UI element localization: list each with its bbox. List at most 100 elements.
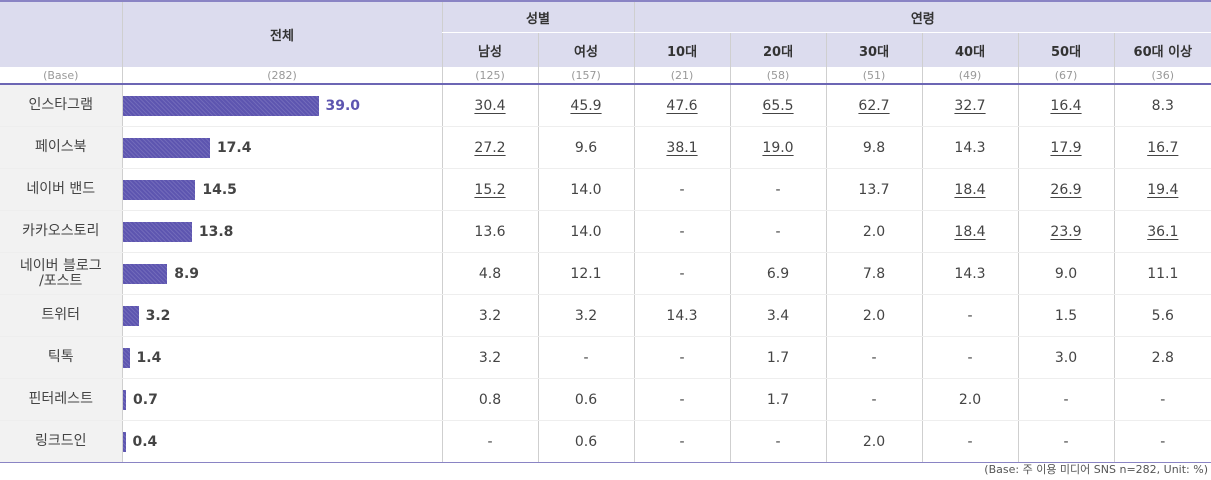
cell-value: 13.7 <box>858 181 890 198</box>
significant-value: 19.4 <box>1147 181 1179 198</box>
significant-value: 19.0 <box>762 139 794 156</box>
base-value-6: (67) <box>1017 67 1115 85</box>
value-cell: 62.7 <box>825 84 923 127</box>
total-bar-cell: 0.7 <box>121 378 442 421</box>
cell-value: 14.3 <box>954 139 986 156</box>
header-total: 전체 <box>121 0 442 67</box>
total-bar-cell: 39.0 <box>121 84 442 127</box>
total-bar <box>122 305 139 326</box>
value-cell: - <box>1017 378 1115 421</box>
value-cell: - <box>633 420 731 463</box>
total-bar-value: 0.4 <box>132 433 158 450</box>
value-cell: - <box>633 336 731 379</box>
value-cell: - <box>921 294 1019 337</box>
cell-value: 2.0 <box>862 307 886 324</box>
cell-value: 2.0 <box>862 223 886 240</box>
base-value-7: (36) <box>1113 67 1211 85</box>
cell-value: 14.0 <box>570 181 602 198</box>
base-value-3: (58) <box>729 67 827 85</box>
value-cell: - <box>921 336 1019 379</box>
header-col-2: 10대 <box>633 32 731 67</box>
value-cell: 14.0 <box>537 168 635 211</box>
value-cell: - <box>633 210 731 253</box>
value-cell: 19.4 <box>1113 168 1211 211</box>
value-cell: 16.4 <box>1017 84 1115 127</box>
total-bar-value: 8.9 <box>174 265 200 282</box>
cell-value: - <box>871 391 877 408</box>
value-cell: 13.7 <box>825 168 923 211</box>
significant-value: 36.1 <box>1147 223 1179 240</box>
value-cell: 3.2 <box>441 294 538 337</box>
significant-value: 17.9 <box>1050 139 1082 156</box>
total-bar-value: 1.4 <box>136 349 162 366</box>
total-bar <box>122 389 127 410</box>
value-cell: - <box>633 168 731 211</box>
cell-value: 8.3 <box>1151 97 1174 114</box>
header-col-7: 60대 이상 <box>1113 32 1211 67</box>
significant-value: 18.4 <box>954 181 986 198</box>
cell-value: 0.8 <box>478 391 502 408</box>
total-bar <box>122 347 130 368</box>
header-age: 연령 <box>633 0 1211 33</box>
value-cell: 14.3 <box>633 294 731 337</box>
value-cell: 13.6 <box>441 210 538 253</box>
value-cell: 1.5 <box>1017 294 1115 337</box>
value-cell: - <box>633 378 731 421</box>
value-cell: 2.0 <box>825 210 923 253</box>
row-label: 페이스북 <box>0 126 122 169</box>
significant-value: 32.7 <box>954 97 986 114</box>
value-cell: - <box>921 420 1019 463</box>
table-row: 카카오스토리 13.8 13.6 14.0 - - 2.0 18.4 23.9 36.1 <box>0 210 1211 253</box>
total-bar-cell: 3.2 <box>121 294 442 337</box>
value-cell: 0.6 <box>537 378 635 421</box>
total-bar-cell: 0.4 <box>121 420 442 463</box>
value-cell: 14.3 <box>921 252 1019 295</box>
cell-value: - <box>775 223 781 240</box>
significant-value: 30.4 <box>474 97 506 114</box>
cell-value: 0.6 <box>574 433 598 450</box>
significant-value: 27.2 <box>474 139 506 156</box>
row-label: 트위터 <box>0 294 122 337</box>
cell-value: 1.7 <box>766 349 790 366</box>
total-bar <box>122 95 319 116</box>
cell-value: - <box>679 349 685 366</box>
value-cell: 14.0 <box>537 210 635 253</box>
value-cell: 2.0 <box>825 420 923 463</box>
total-bar-cell: 14.5 <box>121 168 442 211</box>
total-bar <box>122 137 210 158</box>
cell-value: 2.0 <box>862 433 886 450</box>
value-cell: 9.6 <box>537 126 635 169</box>
table-row: 네이버 블로그 /포스트 8.9 4.8 12.1 - 6.9 7.8 14.3 9.0 11.1 <box>0 252 1211 295</box>
table-row: 인스타그램 39.0 30.4 45.9 47.6 65.5 62.7 32.7 16.4 8.3 <box>0 84 1211 127</box>
value-cell: - <box>825 336 923 379</box>
header-gender: 성별 <box>441 0 635 33</box>
base-value-4: (51) <box>825 67 923 85</box>
value-cell: 5.6 <box>1113 294 1211 337</box>
value-cell: 1.7 <box>729 378 827 421</box>
significant-value: 16.4 <box>1050 97 1082 114</box>
total-bar-cell: 1.4 <box>121 336 442 379</box>
total-bar <box>122 221 192 242</box>
value-cell: 2.8 <box>1113 336 1211 379</box>
value-cell: - <box>537 336 635 379</box>
significant-value: 26.9 <box>1050 181 1082 198</box>
total-bar-value: 39.0 <box>325 97 361 114</box>
cell-value: 14.0 <box>570 223 602 240</box>
row-label: 링크드인 <box>0 420 122 463</box>
value-cell: 3.2 <box>441 336 538 379</box>
value-cell: 9.0 <box>1017 252 1115 295</box>
value-cell: 15.2 <box>441 168 538 211</box>
cell-value: - <box>679 391 685 408</box>
cell-value: - <box>1160 391 1166 408</box>
value-cell: 23.9 <box>1017 210 1115 253</box>
cell-value: - <box>871 349 877 366</box>
table-row: 트위터 3.2 3.2 3.2 14.3 3.4 2.0 - 1.5 5.6 <box>0 294 1211 337</box>
cell-value: - <box>1063 391 1069 408</box>
cell-value: - <box>679 265 685 282</box>
value-cell: 9.8 <box>825 126 923 169</box>
cell-value: 3.2 <box>478 349 502 366</box>
cell-value: 9.6 <box>574 139 598 156</box>
significant-value: 47.6 <box>666 97 698 114</box>
cell-value: 7.8 <box>862 265 886 282</box>
